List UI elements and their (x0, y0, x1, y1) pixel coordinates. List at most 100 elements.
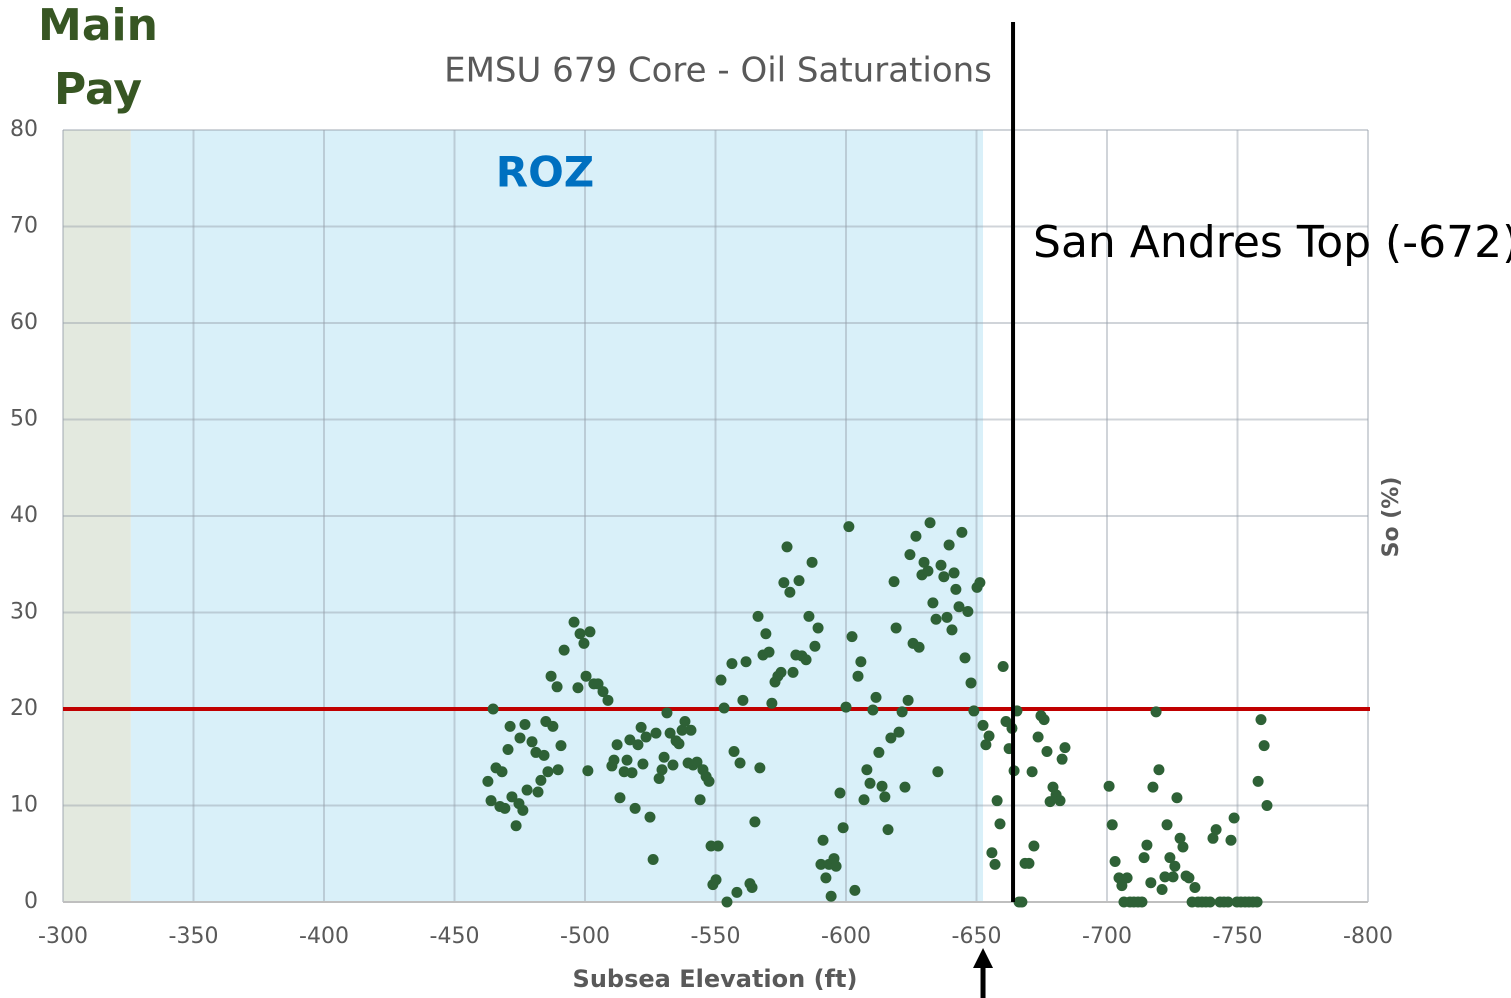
data-point (902, 694, 914, 706)
data-point (781, 541, 793, 553)
data-point (1026, 766, 1038, 778)
data-point (766, 697, 778, 709)
data-point (749, 816, 761, 828)
x-tick-label: -600 (821, 924, 871, 949)
y-tick-label: 40 (10, 503, 38, 528)
data-point (656, 764, 668, 776)
x-tick-label: -650 (952, 924, 1002, 949)
data-point (968, 705, 980, 717)
data-point (974, 577, 986, 589)
data-point (679, 716, 691, 728)
data-point (667, 759, 679, 771)
y-tick-label: 30 (10, 600, 38, 625)
data-point (815, 858, 827, 870)
data-point (800, 654, 812, 666)
data-point (1189, 882, 1201, 894)
data-point (879, 791, 891, 803)
data-point (676, 724, 688, 736)
data-point (752, 610, 764, 622)
data-point (778, 577, 790, 589)
data-point (882, 824, 894, 836)
formation-top-label: San Andres Top (-672) (1033, 217, 1511, 268)
data-point (1174, 832, 1186, 844)
data-point (1255, 714, 1267, 726)
data-point (611, 739, 623, 751)
data-point (1164, 852, 1176, 864)
data-point (578, 637, 590, 649)
data-point (983, 730, 995, 742)
data-point (629, 802, 641, 814)
data-point (943, 539, 955, 551)
data-point (740, 656, 752, 668)
data-point (685, 724, 697, 736)
y-tick-label: 20 (10, 696, 38, 721)
data-point (1032, 731, 1044, 743)
data-point (726, 658, 738, 670)
data-point (837, 822, 849, 834)
data-point (959, 652, 971, 664)
data-point (614, 792, 626, 804)
data-point (825, 890, 837, 902)
x-tick-label: -350 (169, 924, 219, 949)
data-point (899, 781, 911, 793)
data-point (1016, 896, 1028, 908)
data-point (499, 802, 511, 814)
data-point (918, 556, 930, 568)
data-point (661, 707, 673, 719)
data-point (1145, 877, 1157, 889)
data-point (760, 628, 772, 640)
data-point (962, 606, 974, 618)
data-point (710, 874, 722, 886)
data-point (1183, 872, 1195, 884)
x-tick-label: -700 (1082, 924, 1132, 949)
data-point (867, 704, 879, 716)
data-point (922, 565, 934, 577)
data-point (948, 567, 960, 579)
data-point (855, 656, 867, 668)
data-point (624, 734, 636, 746)
data-point (1252, 775, 1264, 787)
data-point (1147, 781, 1159, 793)
data-point (626, 767, 638, 779)
data-point (784, 586, 796, 598)
data-point (746, 882, 758, 894)
data-point (1106, 819, 1118, 831)
x-tick-label: -300 (38, 924, 88, 949)
data-point (980, 739, 992, 751)
data-point (1054, 795, 1066, 807)
data-point (545, 670, 557, 682)
data-point (502, 744, 514, 756)
data-point (852, 670, 864, 682)
data-point (510, 820, 522, 832)
data-point (568, 616, 580, 628)
data-point (1258, 740, 1270, 752)
data-point (994, 818, 1006, 830)
data-point (864, 777, 876, 789)
data-point (644, 811, 656, 823)
data-point (496, 766, 508, 778)
data-point (728, 745, 740, 757)
y-tick-label: 0 (24, 889, 38, 914)
x-tick-label: -750 (1213, 924, 1263, 949)
data-point (775, 666, 787, 678)
data-point (806, 556, 818, 568)
data-point (1159, 871, 1171, 883)
data-point (965, 677, 977, 689)
y-tick-label: 80 (10, 117, 38, 142)
data-point (1261, 800, 1273, 811)
data-point (953, 601, 965, 613)
data-point (910, 530, 922, 542)
data-point (1207, 832, 1219, 844)
data-point (551, 681, 563, 693)
data-point (873, 746, 885, 758)
x-tick-label: -500 (560, 924, 610, 949)
data-point (1121, 872, 1133, 884)
data-point (803, 610, 815, 622)
data-point (1169, 860, 1181, 872)
data-point (737, 694, 749, 706)
data-point (1228, 812, 1240, 824)
data-point (514, 732, 526, 744)
data-point (890, 622, 902, 634)
